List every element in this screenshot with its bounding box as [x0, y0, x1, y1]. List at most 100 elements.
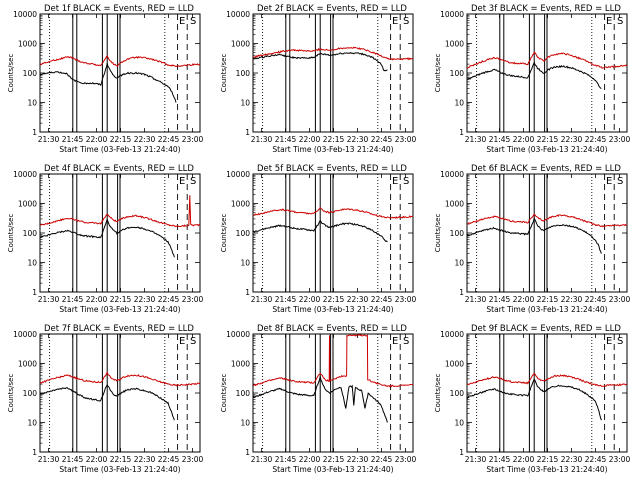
x-tick-label: 22:30: [561, 455, 583, 464]
x-tick-label: 22:15: [537, 455, 559, 464]
x-tick-label: 23:00: [395, 455, 417, 464]
y-axis-label: Counts/sec: [7, 54, 15, 93]
y-tick-label: 1000: [18, 200, 37, 209]
corner-label-e: E: [179, 336, 185, 347]
x-tick-label: 22:45: [158, 455, 180, 464]
y-tick-label: 1: [32, 448, 37, 457]
lld-series-line: [467, 372, 627, 387]
x-tick-label: 22:45: [158, 135, 180, 144]
chart-panel-7: Det 7f BLACK = Events, RED = LLD 1 10 100 10…: [7, 324, 204, 474]
x-axis-label: Start Time (03-Feb-13 21:24:40): [59, 145, 180, 154]
lld-series-line: [40, 371, 200, 387]
y-tick-label: 10: [240, 99, 250, 108]
x-tick-label: 21:45: [489, 295, 511, 304]
y-tick-label: 10: [454, 99, 464, 108]
x-tick-label: 21:45: [62, 295, 84, 304]
x-tick-label: 22:30: [347, 135, 369, 144]
y-tick-label: 1: [245, 288, 250, 297]
x-tick-label: 22:15: [323, 455, 345, 464]
x-tick-label: 21:30: [465, 135, 487, 144]
x-tick-label: 22:15: [110, 455, 132, 464]
corner-label-e: E: [392, 336, 398, 347]
x-tick-label: 21:45: [275, 295, 297, 304]
y-tick-label: 10: [454, 419, 464, 428]
x-axis-label: Start Time (03-Feb-13 21:24:40): [486, 145, 607, 154]
y-tick-label: 10000: [226, 170, 250, 179]
x-tick-label: 22:45: [371, 455, 393, 464]
y-tick-label: 1000: [231, 360, 250, 369]
chart-panel-6: Det 6f BLACK = Events, RED = LLD 1 10 100 10…: [434, 164, 631, 314]
x-tick-label: 22:00: [86, 135, 108, 144]
y-tick-label: 1: [245, 128, 250, 137]
y-tick-label: 100: [23, 229, 38, 238]
x-tick-label: 22:15: [110, 135, 132, 144]
events-series-line: [467, 216, 602, 254]
x-tick-label: 22:15: [537, 135, 559, 144]
panel-title: Det 5f BLACK = Events, RED = LLD: [257, 164, 407, 174]
events-series-line: [253, 376, 388, 423]
corner-label-s: S: [617, 176, 623, 187]
corner-label-s: S: [190, 16, 196, 27]
x-axis-label: Start Time (03-Feb-13 21:24:40): [272, 305, 393, 314]
y-tick-label: 10: [27, 99, 37, 108]
events-series-line: [253, 51, 388, 72]
panel-title: Det 2f BLACK = Events, RED = LLD: [257, 4, 407, 14]
x-axis-label: Start Time (03-Feb-13 21:24:40): [59, 305, 180, 314]
corner-label-e: E: [392, 176, 398, 187]
corner-label-s: S: [190, 176, 196, 187]
chart-panel-5: Det 5f BLACK = Events, RED = LLD 1 10 100 10…: [220, 164, 417, 314]
x-tick-label: 22:00: [299, 455, 321, 464]
y-tick-label: 1000: [445, 200, 464, 209]
y-axis-label: Counts/sec: [7, 214, 15, 253]
chart-panel-2: Det 2f BLACK = Events, RED = LLD 1 10 100 10…: [220, 4, 417, 154]
panel-title: Det 1f BLACK = Events, RED = LLD: [44, 4, 194, 14]
corner-label-s: S: [190, 336, 196, 347]
y-tick-label: 100: [450, 229, 465, 238]
corner-label-s: S: [403, 176, 409, 187]
y-axis-label: Counts/sec: [7, 374, 15, 413]
y-tick-label: 1: [459, 288, 464, 297]
corner-label-s: S: [617, 16, 623, 27]
x-tick-label: 21:30: [38, 135, 60, 144]
panel-title: Det 8f BLACK = Events, RED = LLD: [257, 324, 407, 334]
x-tick-label: 22:00: [513, 135, 535, 144]
x-axis-label: Start Time (03-Feb-13 21:24:40): [272, 145, 393, 154]
y-tick-label: 1: [459, 448, 464, 457]
x-tick-label: 23:00: [609, 295, 631, 304]
lld-series-line: [253, 334, 413, 388]
y-tick-label: 1000: [231, 200, 250, 209]
y-axis-label: Counts/sec: [220, 374, 228, 413]
y-tick-label: 10000: [13, 330, 37, 339]
lld-series-line: [40, 195, 200, 228]
corner-label-e: E: [606, 336, 612, 347]
x-tick-label: 23:00: [609, 135, 631, 144]
x-tick-label: 23:00: [182, 295, 204, 304]
corner-label-e: E: [606, 16, 612, 27]
y-axis-label: Counts/sec: [434, 214, 442, 253]
y-tick-label: 10000: [226, 10, 250, 19]
x-tick-label: 21:45: [62, 135, 84, 144]
y-tick-label: 10000: [226, 330, 250, 339]
y-tick-label: 1: [459, 128, 464, 137]
x-tick-label: 22:30: [561, 295, 583, 304]
x-axis-label: Start Time (03-Feb-13 21:24:40): [486, 305, 607, 314]
x-tick-label: 22:45: [585, 455, 607, 464]
y-axis-label: Counts/sec: [220, 54, 228, 93]
x-tick-label: 22:00: [299, 295, 321, 304]
lld-series-line: [253, 46, 413, 61]
corner-label-e: E: [606, 176, 612, 187]
x-tick-label: 22:15: [323, 135, 345, 144]
x-tick-label: 23:00: [182, 135, 204, 144]
x-tick-label: 22:30: [561, 135, 583, 144]
x-tick-label: 22:30: [347, 455, 369, 464]
x-tick-label: 21:30: [38, 295, 60, 304]
y-tick-label: 10000: [440, 170, 464, 179]
y-tick-label: 10: [27, 419, 37, 428]
events-series-line: [40, 217, 175, 258]
y-tick-label: 10: [240, 419, 250, 428]
x-tick-label: 22:15: [323, 295, 345, 304]
y-tick-label: 10000: [13, 170, 37, 179]
x-tick-label: 22:45: [158, 295, 180, 304]
x-tick-label: 22:30: [134, 455, 156, 464]
chart-panel-8: Det 8f BLACK = Events, RED = LLD 1 10 100 10…: [220, 324, 417, 474]
